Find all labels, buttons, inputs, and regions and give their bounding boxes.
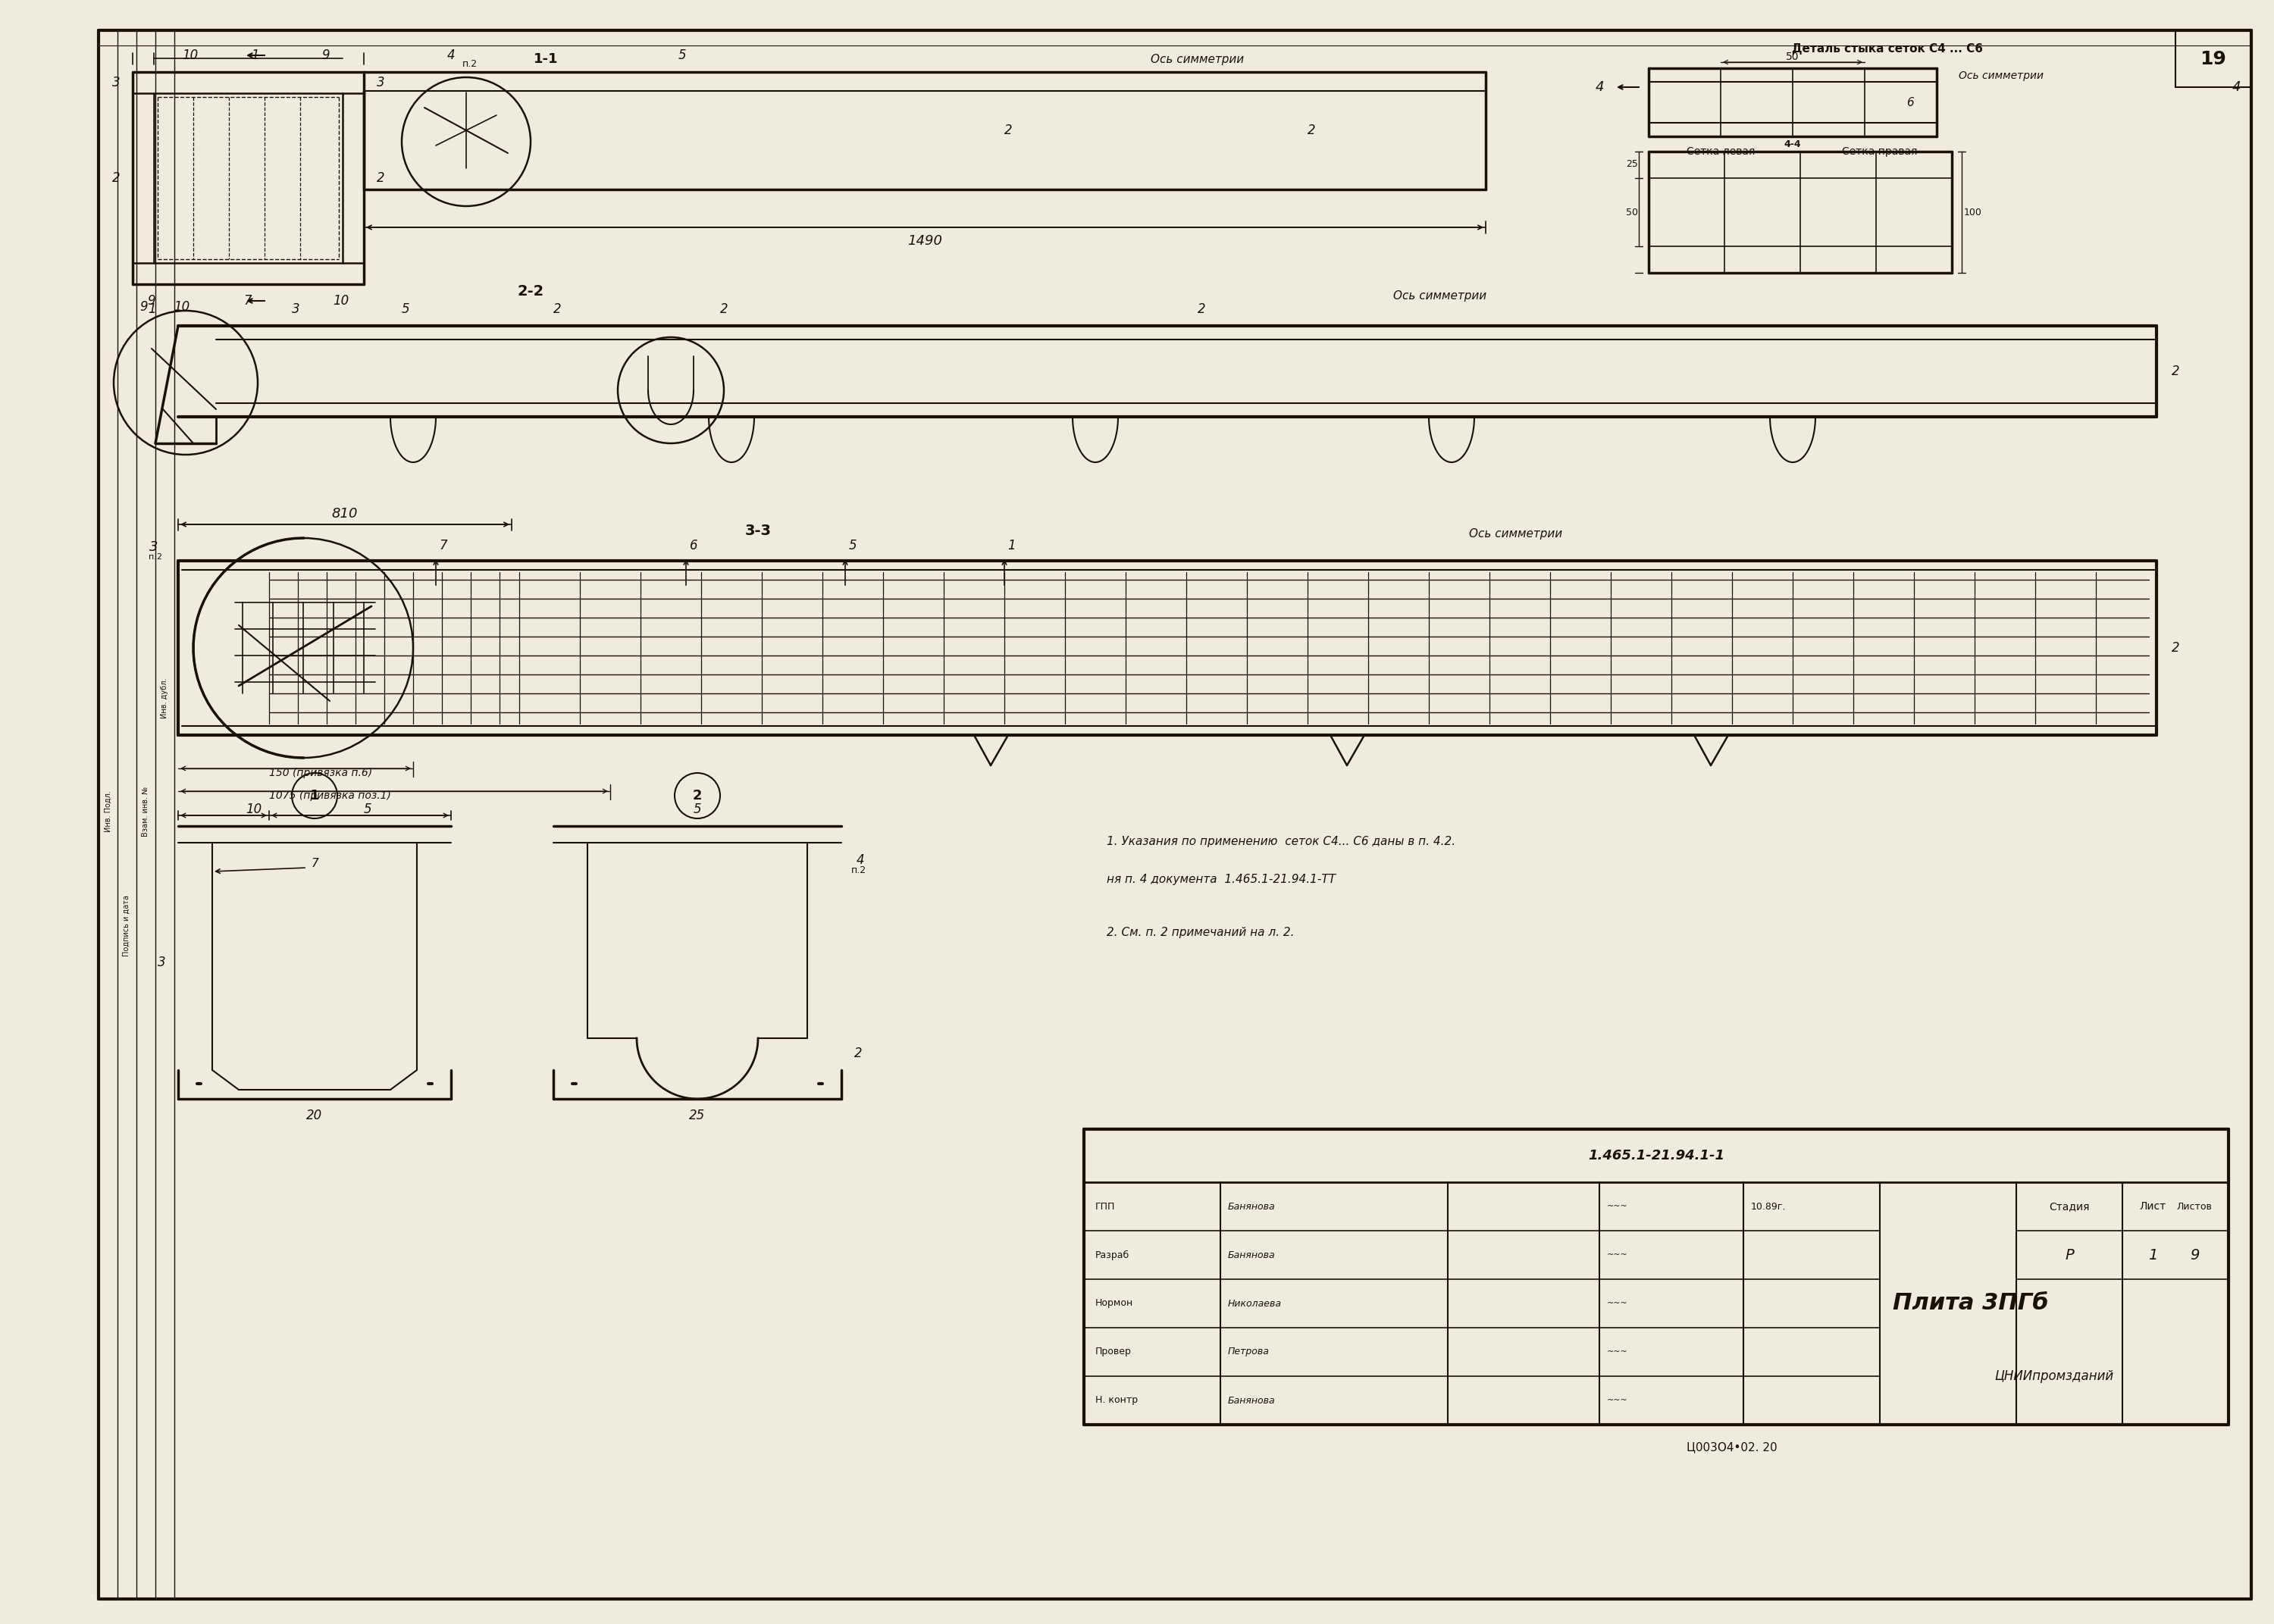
Text: 9: 9 [141, 300, 148, 313]
Text: 5: 5 [694, 802, 700, 817]
Text: 10: 10 [173, 300, 191, 313]
Text: 2: 2 [1308, 123, 1314, 136]
Text: 4: 4 [857, 853, 864, 867]
Text: п.2: п.2 [148, 554, 161, 560]
Text: Деталь стыка сеток C4 ... C6: Деталь стыка сеток C4 ... C6 [1792, 44, 1983, 55]
Text: 1: 1 [309, 789, 318, 802]
Text: ГПП: ГПП [1096, 1202, 1114, 1212]
Text: 5: 5 [364, 802, 371, 817]
Text: Ось симметрии: Ось симметрии [1958, 70, 2044, 81]
Text: ~~~: ~~~ [1608, 1203, 1628, 1210]
Text: Стадия: Стадия [2049, 1202, 2090, 1212]
Text: ~~~: ~~~ [1608, 1348, 1628, 1356]
Text: Николаева: Николаева [1228, 1299, 1283, 1309]
Text: 10.89г.: 10.89г. [1751, 1202, 1785, 1212]
Text: 3: 3 [111, 76, 121, 89]
Text: Плита 3ПГб: Плита 3ПГб [1892, 1293, 2049, 1314]
Text: 7: 7 [243, 294, 252, 307]
Text: 3-3: 3-3 [746, 523, 771, 538]
Text: 1075 (привязка поз.1): 1075 (привязка поз.1) [268, 791, 391, 801]
Text: Инв. дубл.: Инв. дубл. [161, 677, 168, 718]
Text: 2-2: 2-2 [516, 284, 543, 299]
Text: Р: Р [2065, 1247, 2074, 1262]
Text: 4-4: 4-4 [1785, 140, 1801, 149]
Text: 7: 7 [439, 539, 448, 552]
Text: 2: 2 [553, 302, 562, 317]
Text: 1: 1 [252, 49, 259, 62]
Text: 1: 1 [2149, 1247, 2158, 1262]
Text: 3: 3 [291, 302, 300, 317]
Text: Банянова: Банянова [1228, 1250, 1276, 1260]
Text: 4: 4 [1594, 80, 1603, 94]
Text: Банянова: Банянова [1228, 1202, 1276, 1212]
Text: 6: 6 [1906, 96, 1915, 107]
Text: 1: 1 [148, 302, 155, 317]
Text: 5: 5 [402, 302, 409, 317]
Text: ЦНИИпромзданий: ЦНИИпромзданий [1994, 1369, 2115, 1384]
Text: 2: 2 [855, 1046, 862, 1060]
Text: 7: 7 [312, 857, 318, 869]
Text: Разраб: Разраб [1096, 1250, 1130, 1260]
Text: Подпись и дата: Подпись и дата [123, 895, 130, 957]
Text: 150 (привязка п.6): 150 (привязка п.6) [268, 768, 373, 778]
Text: ~~~: ~~~ [1608, 1299, 1628, 1307]
Text: 2: 2 [2172, 641, 2178, 654]
Text: Ц003О4•02. 20: Ц003О4•02. 20 [1687, 1442, 1778, 1453]
Text: 9: 9 [148, 294, 155, 307]
Text: 25: 25 [1626, 159, 1637, 169]
Text: Ось симметрии: Ось симметрии [1151, 54, 1244, 65]
Text: Ось симметрии: Ось симметрии [1469, 528, 1562, 539]
Text: Взам. инв. №: Взам. инв. № [141, 786, 150, 836]
Text: 19: 19 [2201, 50, 2226, 68]
Text: 2: 2 [2172, 364, 2178, 378]
Text: 10: 10 [246, 802, 262, 817]
Text: 25: 25 [689, 1109, 705, 1122]
Text: 810: 810 [332, 507, 357, 521]
Text: ня п. 4 документа  1.465.1-21.94.1-ТТ: ня п. 4 документа 1.465.1-21.94.1-ТТ [1107, 874, 1335, 885]
Text: 50: 50 [1785, 52, 1799, 62]
Text: 10: 10 [182, 49, 198, 62]
Text: 2: 2 [1005, 123, 1012, 136]
Text: 1490: 1490 [907, 234, 941, 248]
Text: 1.465.1-21.94.1-1: 1.465.1-21.94.1-1 [1587, 1148, 1724, 1163]
Text: Н. контр: Н. контр [1096, 1395, 1137, 1405]
Text: 3: 3 [157, 955, 166, 970]
Text: ~~~: ~~~ [1608, 1397, 1628, 1405]
Text: Лист: Лист [2140, 1202, 2167, 1212]
Text: 50: 50 [1626, 208, 1637, 218]
Text: 2: 2 [111, 171, 121, 185]
Text: Петрова: Петрова [1228, 1346, 1269, 1358]
Text: 4: 4 [448, 49, 455, 62]
Text: 10: 10 [332, 294, 350, 307]
Text: 9: 9 [323, 49, 330, 62]
Text: Нормон: Нормон [1096, 1299, 1132, 1309]
Text: 2: 2 [1198, 302, 1205, 317]
Text: ~~~: ~~~ [1608, 1250, 1628, 1259]
Text: 3: 3 [377, 76, 384, 89]
Text: 9: 9 [2190, 1247, 2199, 1262]
Text: 6: 6 [689, 539, 698, 552]
Text: 2: 2 [377, 171, 384, 185]
Text: 5: 5 [848, 539, 857, 552]
Text: 5: 5 [678, 49, 687, 62]
Text: Ось симметрии: Ось симметрии [1394, 289, 1487, 300]
Text: 3: 3 [150, 541, 159, 554]
Text: п.2: п.2 [462, 60, 478, 70]
Text: Провер: Провер [1096, 1346, 1132, 1358]
Text: Сетка левая: Сетка левая [1687, 146, 1756, 158]
Text: 2: 2 [694, 789, 703, 802]
Text: Листов: Листов [2176, 1202, 2213, 1212]
Text: п.2: п.2 [850, 866, 866, 875]
Text: Сетка правая: Сетка правая [1842, 146, 1917, 158]
Text: 1: 1 [1007, 539, 1016, 552]
Text: 1-1: 1-1 [534, 52, 557, 67]
Text: 4: 4 [2231, 80, 2240, 94]
Text: Банянова: Банянова [1228, 1395, 1276, 1405]
Text: Инв. Подл.: Инв. Подл. [105, 791, 111, 833]
Text: 2. См. п. 2 примечаний на л. 2.: 2. См. п. 2 примечаний на л. 2. [1107, 926, 1294, 937]
Text: 20: 20 [307, 1109, 323, 1122]
Text: 1. Указания по применению  сеток C4... C6 даны в п. 4.2.: 1. Указания по применению сеток C4... C6… [1107, 835, 1455, 846]
Text: 2: 2 [721, 302, 728, 317]
Text: 100: 100 [1965, 208, 1983, 218]
